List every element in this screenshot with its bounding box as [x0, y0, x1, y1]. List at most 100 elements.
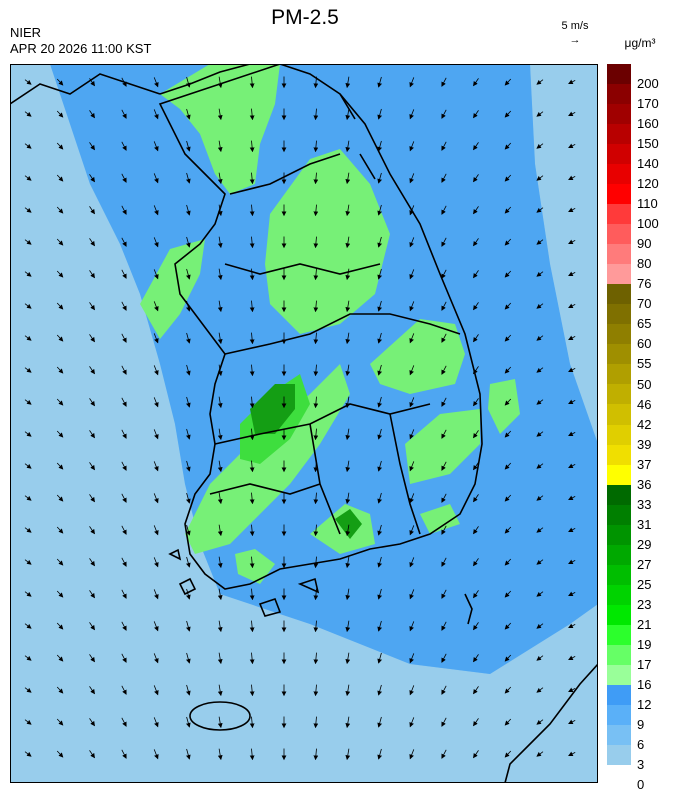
wind-arrow: [345, 140, 351, 153]
wind-arrow: [153, 525, 159, 536]
legend-tick-label: 6: [637, 737, 645, 752]
wind-arrow: [153, 653, 159, 664]
legend-tick-label: 17: [637, 656, 652, 672]
legend-tick-label: 170: [637, 96, 659, 112]
wind-arrow: [473, 718, 479, 727]
green-area-dense-south: [335, 509, 362, 539]
color-scale-legend: [607, 64, 631, 766]
wind-arrow: [536, 751, 544, 757]
legend-swatch: [607, 744, 631, 766]
pm25-map[interactable]: [10, 64, 598, 783]
wind-arrow: [121, 429, 127, 439]
wind-arrow: [536, 239, 544, 245]
legend-tick-label: 16: [637, 676, 652, 692]
wind-arrow: [153, 493, 159, 504]
wind-arrow: [504, 110, 512, 118]
wind-arrow: [313, 332, 319, 345]
wind-arrow: [217, 460, 223, 473]
wind-arrow: [186, 140, 191, 152]
wind-arrow: [377, 76, 382, 88]
wind-arrow: [89, 238, 95, 247]
wind-arrow: [473, 238, 479, 247]
legend-tick-label: 50: [637, 376, 652, 392]
wind-arrow: [249, 300, 255, 313]
green-area-southeast-coast: [420, 504, 460, 534]
wind-arrow: [153, 365, 159, 376]
wind-arrow: [504, 78, 512, 86]
legend-swatch: [607, 544, 631, 566]
wind-arrow: [536, 431, 544, 437]
wind-arrow: [153, 461, 159, 472]
wind-arrow: [217, 524, 223, 537]
wind-arrow: [313, 716, 319, 729]
wind-arrow: [121, 333, 127, 343]
wind-arrow: [153, 397, 159, 408]
wind-arrow: [217, 76, 223, 89]
wind-arrow: [56, 462, 64, 470]
wind-arrow: [153, 269, 159, 280]
province-border-3: [224, 313, 461, 355]
wind-arrow: [377, 140, 382, 152]
legend-swatch: [607, 444, 631, 466]
wind-arrow: [536, 591, 544, 597]
wind-arrow: [24, 143, 32, 149]
wind-arrow: [377, 588, 382, 600]
wind-arrow: [186, 748, 191, 760]
wind-arrow: [473, 142, 479, 151]
wind-arrow: [504, 270, 512, 278]
wind-arrow: [24, 719, 32, 725]
wind-arrow: [409, 77, 415, 88]
wind-arrow: [409, 749, 415, 760]
wind-arrow: [89, 142, 95, 151]
wind-arrow: [56, 366, 64, 374]
legend-tick-label: 36: [637, 476, 652, 492]
legend-swatch: [607, 484, 631, 506]
legend-swatch: [607, 684, 631, 706]
wind-arrow: [409, 333, 415, 344]
wind-arrow: [249, 652, 255, 665]
wind-arrow: [56, 398, 64, 406]
wind-arrow: [345, 684, 351, 697]
legend-tick-label: 29: [637, 536, 652, 552]
wind-arrow: [153, 429, 159, 440]
wind-arrow: [568, 335, 576, 340]
wind-arrow: [89, 366, 95, 375]
wind-arrow: [377, 556, 382, 568]
wind-arrow: [568, 559, 576, 564]
wind-arrow: [504, 590, 512, 598]
wind-arrow: [24, 207, 32, 213]
legend-tick-label: 0: [637, 777, 645, 792]
wind-arrow: [249, 524, 255, 537]
wind-arrow: [121, 301, 127, 311]
wind-arrow: [121, 589, 127, 599]
wind-arrow: [313, 268, 319, 281]
wind-arrow: [568, 687, 576, 692]
legend-swatch: [607, 644, 631, 666]
legend-swatch: [607, 104, 631, 125]
wind-arrow: [186, 428, 191, 440]
wind-arrow: [504, 526, 512, 534]
legend-tick-label: 37: [637, 456, 652, 472]
wind-arrow: [24, 367, 32, 373]
wind-arrow: [345, 428, 351, 441]
wind-arrow: [568, 527, 576, 532]
wind-arrow: [121, 269, 127, 279]
wind-arrow: [536, 655, 544, 661]
wind-arrow: [24, 559, 32, 565]
wind-arrow: [536, 335, 544, 341]
wind-arrow: [473, 462, 479, 471]
map-title: PM-2.5: [271, 6, 339, 29]
wind-arrow: [217, 652, 223, 665]
wind-arrow: [313, 652, 319, 665]
wind-arrow: [345, 268, 351, 281]
wind-arrow: [568, 463, 576, 468]
wind-arrow: [153, 749, 159, 760]
wind-arrow: [249, 556, 255, 569]
wind-arrow: [441, 461, 447, 471]
wind-arrow: [217, 396, 223, 409]
wind-arrow: [473, 590, 479, 599]
wind-arrow: [441, 109, 447, 119]
wind-arrow: [217, 236, 223, 249]
wind-arrow: [409, 557, 415, 568]
wind-arrow: [536, 527, 544, 533]
